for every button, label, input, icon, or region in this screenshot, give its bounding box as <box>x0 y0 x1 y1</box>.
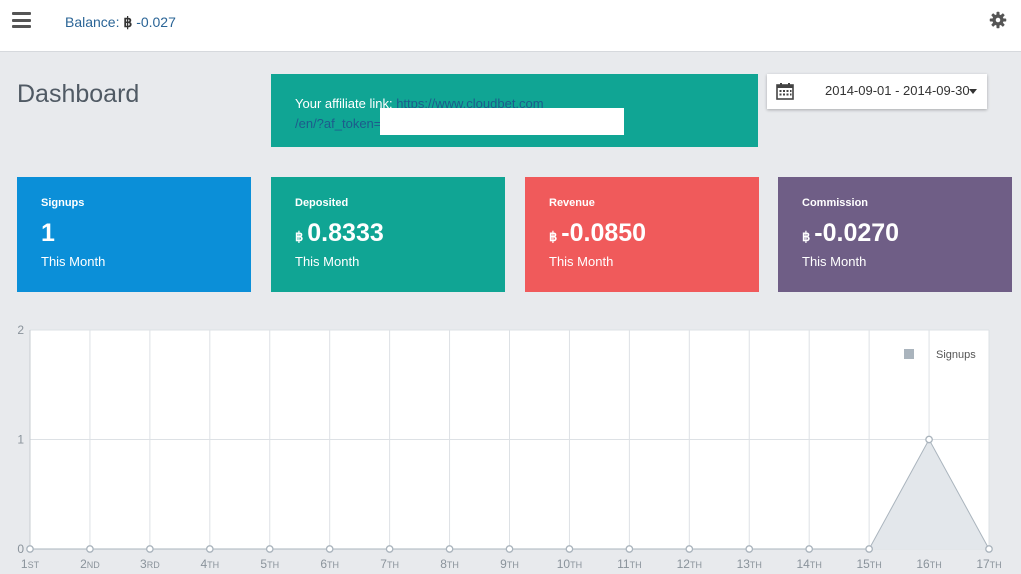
legend-label: Signups <box>936 349 976 361</box>
signups-chart-svg: 0 1 2 1ST 2ND 3RD 4TH 5TH 6TH 7TH 8TH 9TH 10TH 11TH 12… <box>17 323 1001 571</box>
data-point <box>445 545 454 553</box>
x-tick-label: 9TH <box>500 557 519 571</box>
x-tick-label: 10TH <box>557 557 582 571</box>
bitcoin-icon: ฿ <box>549 229 558 244</box>
data-point <box>265 545 274 553</box>
x-tick-label: 3RD <box>140 557 160 571</box>
x-tick-label: 15TH <box>856 557 881 571</box>
page-title: Dashboard <box>17 80 140 108</box>
date-range-picker[interactable]: 2014-09-01 - 2014-09-30 <box>767 74 987 109</box>
data-point <box>86 545 94 553</box>
data-point <box>985 545 993 553</box>
bitcoin-icon: ฿ <box>123 14 133 30</box>
data-point <box>805 545 814 553</box>
stat-value: -0.0850 <box>561 219 647 247</box>
x-tick-label: 16TH <box>916 557 941 571</box>
affiliate-line-1: Your affiliate link: https://www.cloudbe… <box>295 94 734 114</box>
stat-period: This Month <box>295 254 360 269</box>
stat-value-row: ฿ 0.8333 <box>295 218 481 248</box>
data-point <box>745 545 754 553</box>
stat-value: -0.0270 <box>814 219 900 247</box>
data-point <box>325 545 334 553</box>
bitcoin-icon: ฿ <box>802 229 811 244</box>
data-point <box>505 545 514 553</box>
x-tick-label: 1ST <box>21 557 40 571</box>
stat-value: 0.8333 <box>307 219 384 247</box>
x-tick-label: 17TH <box>976 557 1001 571</box>
data-point <box>925 435 933 444</box>
data-point <box>385 545 394 553</box>
stat-card-signups: Signups 1 This Month <box>17 177 251 292</box>
x-tick-label: 5TH <box>260 557 279 571</box>
stat-value-row: 1 <box>41 218 227 248</box>
x-tick-label: 12TH <box>677 557 702 571</box>
data-point <box>625 545 634 553</box>
stat-label: Revenue <box>549 197 595 209</box>
stat-period: This Month <box>41 254 106 269</box>
stat-value: 1 <box>41 219 55 247</box>
x-tick-label: 2ND <box>80 557 100 571</box>
y-tick-label: 1 <box>17 433 24 447</box>
bitcoin-icon: ฿ <box>295 229 304 244</box>
caret-down-icon <box>969 89 977 94</box>
stat-label: Deposited <box>295 197 349 209</box>
affiliate-link[interactable]: https://www.cloudbet.com <box>396 96 544 111</box>
balance-label: Balance: <box>65 14 120 30</box>
stat-label: Signups <box>41 197 85 209</box>
data-point <box>146 545 154 553</box>
y-tick-label: 2 <box>17 323 24 337</box>
y-tick-label: 0 <box>17 542 24 556</box>
x-tick-label: 6TH <box>320 557 339 571</box>
data-point <box>865 545 873 553</box>
x-tick-label: 11TH <box>617 557 641 571</box>
stat-card-revenue: Revenue ฿ -0.0850 This Month <box>525 177 759 292</box>
hamburger-icon[interactable] <box>12 12 31 28</box>
x-tick-label: 7TH <box>380 557 399 571</box>
affiliate-line-2: /en/?af_token= <box>295 114 734 134</box>
data-point <box>565 545 574 553</box>
top-bar: Balance: ฿ -0.027 <box>0 0 1021 52</box>
calendar-icon <box>776 83 794 100</box>
data-point <box>205 545 214 553</box>
balance-display: Balance: ฿ -0.027 <box>65 14 176 31</box>
data-point <box>685 545 694 553</box>
x-tick-label: 14TH <box>797 557 822 571</box>
legend-swatch <box>904 349 914 359</box>
series-area-signups <box>30 439 989 549</box>
stat-period: This Month <box>549 254 614 269</box>
stat-card-deposited: Deposited ฿ 0.8333 This Month <box>271 177 505 292</box>
x-tick-label: 13TH <box>737 557 762 571</box>
date-range-value: 2014-09-01 - 2014-09-30 <box>825 83 970 98</box>
stat-value-row: ฿ -0.0270 <box>802 218 988 248</box>
affiliate-link-panel: Your affiliate link: https://www.cloudbe… <box>271 74 758 147</box>
stat-label: Commission <box>802 197 869 209</box>
x-tick-label: 4TH <box>200 557 219 571</box>
stat-value-row: ฿ -0.0850 <box>549 218 735 248</box>
x-tick-label: 8TH <box>440 557 459 571</box>
affiliate-link-token[interactable]: /en/?af_token= <box>295 116 382 131</box>
data-point <box>26 545 34 553</box>
affiliate-label: Your affiliate link: <box>295 96 393 111</box>
stat-card-commission: Commission ฿ -0.0270 This Month <box>778 177 1012 292</box>
balance-value: -0.027 <box>136 14 176 30</box>
gear-icon[interactable] <box>989 11 1007 29</box>
token-redaction-box <box>380 108 624 135</box>
signups-chart: 0 1 2 1ST 2ND 3RD 4TH 5TH 6TH 7TH 8TH 9TH 10TH 11TH 12… <box>0 318 1021 574</box>
stat-period: This Month <box>802 254 867 269</box>
